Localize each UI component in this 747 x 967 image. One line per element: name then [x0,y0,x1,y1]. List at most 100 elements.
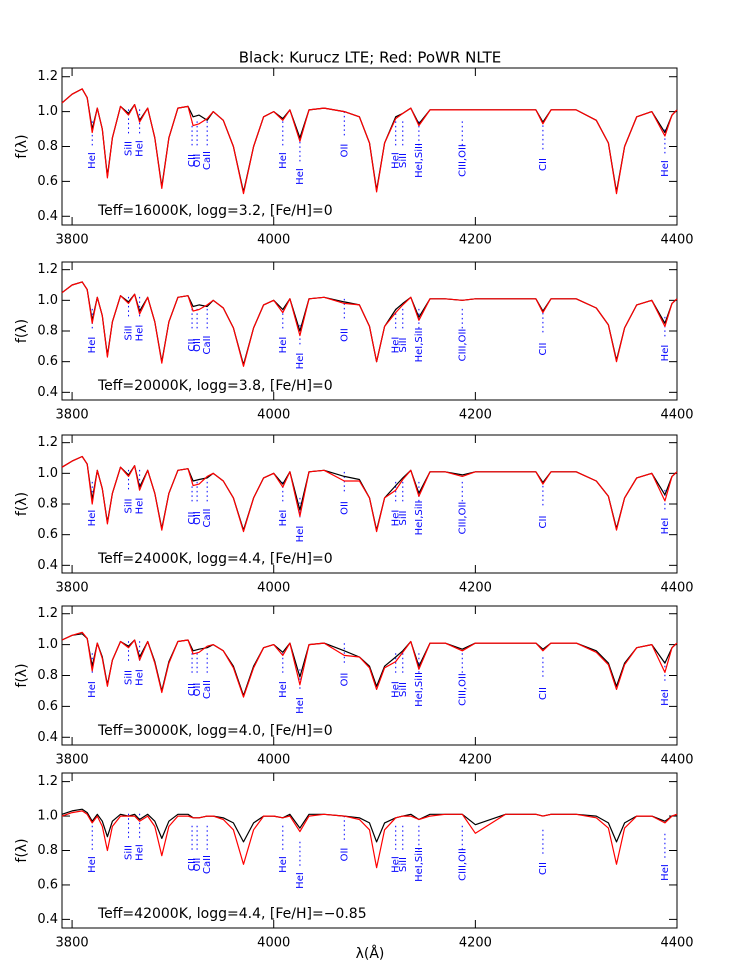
panel-annotation: Teff=16000K, logg=3.2, [Fe/H]=0 [97,203,333,219]
y-tick-label: 1.0 [37,293,58,308]
line-id-label: CII [538,516,549,529]
panel-annotation: Teff=24000K, logg=4.4, [Fe/H]=0 [97,551,333,567]
line-id-label: OII [192,338,203,352]
spectrum-line [61,281,678,367]
line-id-label: HeI [278,152,289,169]
y-tick-label: 0.8 [37,497,58,512]
line-id-label: SiII [124,670,135,685]
y-tick-label: 0.8 [37,324,58,339]
line-id-label: HeI [391,510,402,527]
x-tick-label: 3800 [56,408,89,423]
line-id-label: SiII [398,337,409,352]
line-id-label: CII [538,158,549,171]
line-id-label: HeI [135,669,146,686]
line-id-label: HeI [278,337,289,354]
plot-frame [61,772,678,929]
line-id-label: HeI [295,168,306,185]
spectrum-line [61,633,678,697]
line-id-label: OII [339,501,350,515]
line-id-label: HeI [135,498,146,515]
line-id-label: HeI [135,140,146,157]
line-id-label: HeI [660,689,671,706]
line-id-label: HeI [295,872,306,889]
panel-annotation: Teff=20000K, logg=3.8, [Fe/H]=0 [97,378,333,394]
y-tick-label: 0.6 [37,527,58,542]
line-id-label: HeI [391,152,402,169]
x-tick-label: 3800 [56,753,89,768]
x-tick-label: 4200 [459,753,492,768]
x-tick-label: 4400 [660,753,693,768]
figure-title: Black: Kurucz LTE; Red: PoWR NLTE [239,49,502,67]
x-tick-label: 4200 [459,408,492,423]
y-tick-label: 0.6 [37,354,58,369]
line-id-label: CaII [202,855,213,874]
y-tick-label: 0.6 [37,699,58,714]
line-id-label: CIII,OII [457,502,468,535]
line-id-label: HeI [660,345,671,362]
line-id-label: CIII,OII [457,329,468,362]
x-tick-label: 4200 [459,233,492,248]
line-id-label: CIII,OII [457,848,468,881]
x-tick-label: 4400 [660,936,693,951]
line-id-label: CaII [202,508,213,527]
line-id-label: OII [192,154,203,168]
line-id-label: CII [187,154,198,167]
y-axis-label: f(λ) [14,134,30,158]
y-tick-label: 0.6 [37,174,58,189]
y-tick-label: 0.4 [37,558,58,573]
line-id-label: HeI [87,152,98,169]
panel-annotation: Teff=30000K, logg=4.0, [Fe/H]=0 [97,723,333,739]
line-id-label: HeI [87,510,98,527]
line-id-label: SiII [124,498,135,513]
line-id-label: HeI [391,337,402,354]
line-id-label: CIII,OII [457,144,468,177]
x-tick-label: 4400 [660,408,693,423]
x-tick-label: 4000 [257,408,290,423]
y-tick-label: 1.2 [37,774,58,789]
spectrum-line [61,455,678,533]
line-id-label: HeI [660,160,671,177]
y-tick-label: 0.4 [37,912,58,927]
line-id-label: OII [192,858,203,872]
x-axis-label: λ(Å) [356,945,385,962]
line-id-label: CII [187,339,198,352]
line-id-label: HeI,SiII [414,143,425,178]
spectrum-line [61,631,678,698]
y-tick-label: 0.4 [37,385,58,400]
line-id-label: CII [538,343,549,356]
x-tick-label: 4400 [660,581,693,596]
line-id-label: OII [339,328,350,342]
line-id-label: CII [538,687,549,700]
y-tick-label: 0.4 [37,209,58,224]
x-tick-label: 3800 [56,936,89,951]
line-id-label: CaII [202,680,213,699]
line-id-label: HeI [295,697,306,714]
line-id-label: HeI [135,325,146,342]
line-id-label: HeI [87,681,98,698]
x-tick-label: 4200 [459,936,492,951]
y-axis-label: f(λ) [14,492,30,516]
y-tick-label: 1.0 [37,637,58,652]
line-id-label: SiII [124,141,135,156]
y-tick-label: 0.6 [37,877,58,892]
x-tick-label: 4000 [257,936,290,951]
line-id-label: HeI,SiII [414,672,425,707]
line-id-label: SiII [398,510,409,525]
line-id-label: HeI [278,681,289,698]
line-id-label: HeI [295,526,306,543]
line-id-label: SiII [398,682,409,697]
spectrum-line [61,88,678,193]
line-id-label: HeI [391,681,402,698]
line-id-label: HeI [135,844,146,861]
y-tick-label: 0.8 [37,668,58,683]
y-tick-label: 1.0 [37,104,58,119]
y-axis-label: f(λ) [14,663,30,687]
line-id-label: HeI [660,864,671,881]
line-id-label: HeI [87,856,98,873]
x-tick-label: 4000 [257,753,290,768]
line-id-label: CIII,OII [457,673,468,706]
